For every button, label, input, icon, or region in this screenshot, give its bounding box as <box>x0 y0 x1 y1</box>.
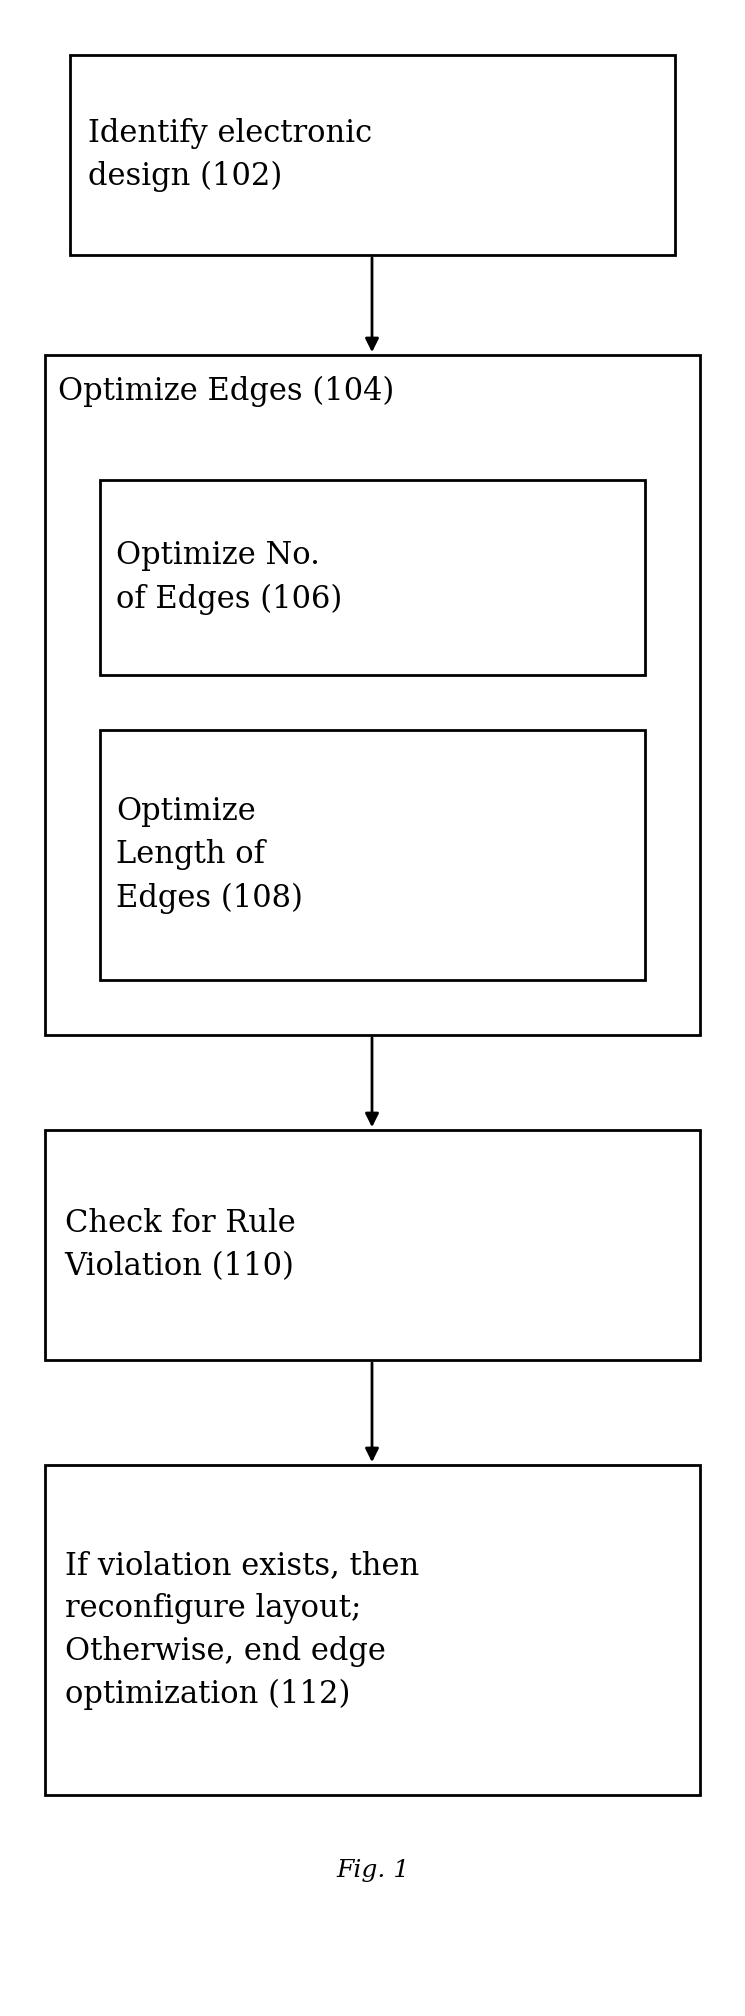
Bar <box>45 1466 700 1794</box>
Bar <box>70 54 675 254</box>
Bar <box>100 480 645 675</box>
Bar <box>100 730 645 980</box>
Bar <box>45 1131 700 1361</box>
Text: Check for Rule
Violation (110): Check for Rule Violation (110) <box>65 1208 296 1282</box>
Text: If violation exists, then
reconfigure layout;
Otherwise, end edge
optimization (: If violation exists, then reconfigure la… <box>65 1550 419 1710</box>
Bar <box>45 355 700 1034</box>
Text: Optimize
Length of
Edges (108): Optimize Length of Edges (108) <box>116 796 303 913</box>
Text: Identify electronic
design (102): Identify electronic design (102) <box>88 117 372 192</box>
Text: Optimize No.
of Edges (106): Optimize No. of Edges (106) <box>116 540 343 615</box>
Text: Fig. 1: Fig. 1 <box>336 1859 409 1881</box>
Text: Optimize Edges (104): Optimize Edges (104) <box>58 375 394 407</box>
